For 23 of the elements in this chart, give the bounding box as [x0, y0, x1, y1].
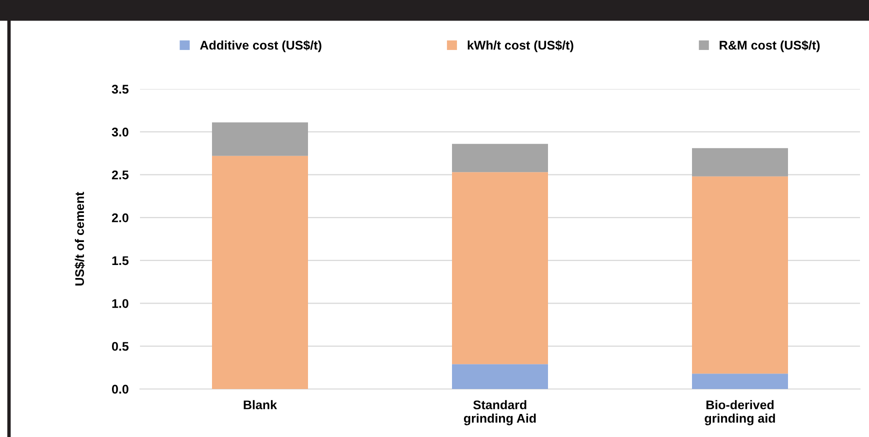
y-tick-label: 3.5 — [112, 84, 129, 94]
bar — [692, 176, 788, 374]
bar — [452, 172, 548, 364]
y-tick-label: 2.0 — [112, 213, 128, 222]
legend-label: R&M cost (US$/t) — [720, 40, 820, 52]
y-tick-label: 0.0 — [112, 384, 128, 394]
bar — [692, 148, 788, 176]
y-tick-label: 1.5 — [112, 256, 129, 266]
x-tick-label: Bio-derived grinding aid — [704, 400, 775, 426]
legend-label: kWh/t cost (US$/t) — [468, 40, 574, 52]
x-tick-label: Standard grinding Aid — [464, 400, 536, 426]
x-tick-label: Blank — [244, 400, 278, 410]
y-tick-label: 0.5 — [112, 342, 129, 351]
bar — [452, 144, 548, 172]
bar — [212, 156, 308, 389]
legend-label: Additive cost (US$/t) — [200, 40, 322, 52]
bar — [692, 374, 788, 389]
y-tick-label: 1.0 — [112, 299, 128, 308]
y-tick-label: 3.0 — [112, 128, 128, 137]
bar — [452, 364, 548, 389]
y-axis-title: US$/t of cement — [74, 192, 85, 286]
bar — [212, 122, 308, 156]
y-tick-label: 2.5 — [112, 170, 129, 180]
